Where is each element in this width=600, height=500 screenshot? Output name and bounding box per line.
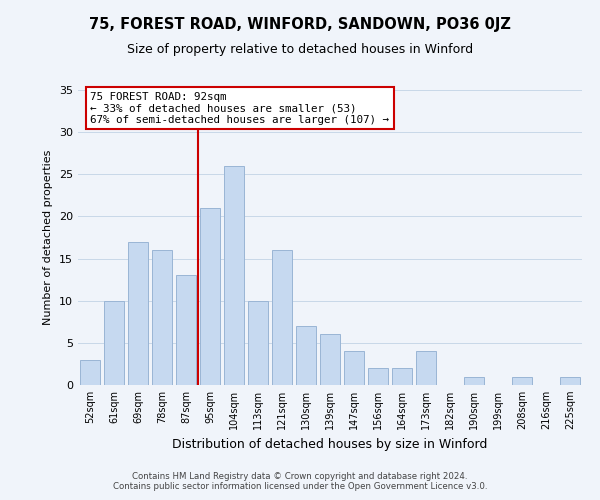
Bar — [200, 208, 220, 385]
Y-axis label: Number of detached properties: Number of detached properties — [43, 150, 53, 325]
Bar — [152, 250, 172, 385]
Bar — [272, 250, 292, 385]
Bar — [464, 376, 484, 385]
Text: 75, FOREST ROAD, WINFORD, SANDOWN, PO36 0JZ: 75, FOREST ROAD, WINFORD, SANDOWN, PO36 … — [89, 18, 511, 32]
Bar — [176, 276, 196, 385]
Text: Contains HM Land Registry data © Crown copyright and database right 2024.: Contains HM Land Registry data © Crown c… — [132, 472, 468, 481]
Bar — [344, 352, 364, 385]
Bar — [368, 368, 388, 385]
Bar — [296, 326, 316, 385]
Bar — [320, 334, 340, 385]
Text: 75 FOREST ROAD: 92sqm
← 33% of detached houses are smaller (53)
67% of semi-deta: 75 FOREST ROAD: 92sqm ← 33% of detached … — [91, 92, 389, 125]
Text: Contains public sector information licensed under the Open Government Licence v3: Contains public sector information licen… — [113, 482, 487, 491]
Bar — [224, 166, 244, 385]
Bar — [560, 376, 580, 385]
Bar — [80, 360, 100, 385]
Bar — [248, 300, 268, 385]
Bar — [416, 352, 436, 385]
Bar — [128, 242, 148, 385]
Bar — [512, 376, 532, 385]
Text: Size of property relative to detached houses in Winford: Size of property relative to detached ho… — [127, 42, 473, 56]
Bar — [392, 368, 412, 385]
X-axis label: Distribution of detached houses by size in Winford: Distribution of detached houses by size … — [172, 438, 488, 450]
Bar — [104, 300, 124, 385]
